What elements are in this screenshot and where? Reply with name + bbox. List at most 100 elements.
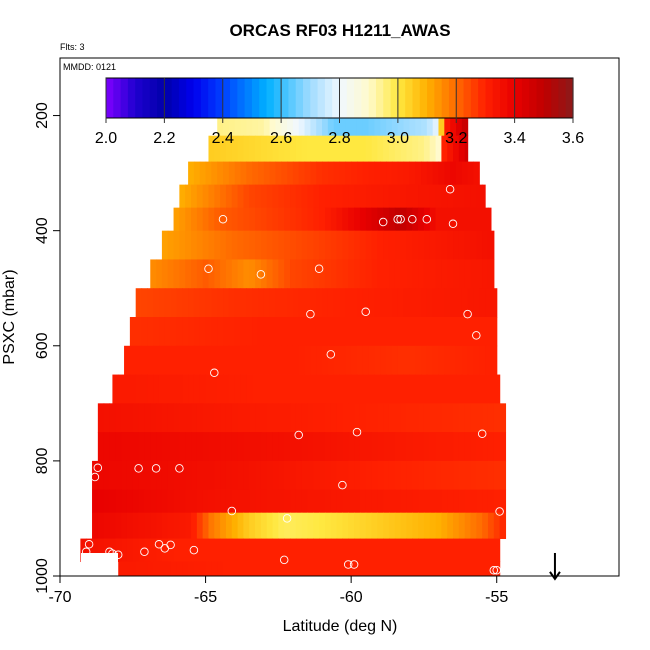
heatmap-cell [220, 184, 227, 209]
heatmap-cell [447, 207, 454, 232]
heatmap-cell [394, 207, 402, 232]
heatmap-cell [292, 317, 300, 347]
heatmap-cell [313, 460, 320, 491]
heatmap-cell [231, 403, 239, 433]
heatmap-cell [383, 512, 390, 539]
heatmap-cell [418, 135, 425, 162]
heatmap-cell [220, 460, 227, 491]
heatmap-cell [158, 561, 166, 577]
heatmap-cell [205, 345, 212, 375]
heatmap-cell [191, 259, 198, 289]
heatmap-cell [161, 432, 169, 462]
heatmap-cell [327, 115, 335, 137]
heatmap-cell [438, 561, 445, 577]
heatmap-cell [281, 288, 288, 318]
colorbar-swatch [120, 78, 129, 118]
heatmap-cell [412, 538, 419, 563]
heatmap-cell [255, 489, 262, 514]
sample-point [472, 331, 481, 340]
heatmap-cell [150, 538, 157, 563]
heatmap-cell [441, 135, 448, 162]
heatmap-cell [170, 317, 178, 347]
heatmap-cell [421, 288, 428, 318]
heatmap-cell [444, 115, 451, 137]
heatmap-cell [365, 184, 373, 209]
heatmap-cell [499, 489, 507, 514]
heatmap-cell [412, 512, 419, 539]
heatmap-cell [193, 374, 201, 404]
heatmap-cell [211, 374, 218, 404]
heatmap-cell [409, 115, 416, 137]
heatmap-cell [415, 115, 422, 137]
heatmap-cell [255, 184, 262, 209]
heatmap-cell [121, 460, 128, 491]
heatmap-cell [371, 512, 378, 539]
colorbar-tick-label: 3.6 [562, 130, 584, 147]
heatmap-cell [278, 403, 285, 433]
heatmap-cell [464, 403, 472, 433]
heatmap-cell [429, 538, 437, 563]
heatmap-cell [348, 230, 355, 260]
heatmap-cell [252, 345, 259, 375]
heatmap-cell [97, 403, 105, 433]
colorbar-swatch [288, 78, 297, 118]
heatmap-cell [266, 432, 274, 462]
colorbar-swatch [536, 78, 545, 118]
heatmap-cell [158, 374, 166, 404]
heatmap-cell [176, 345, 183, 375]
colorbar-swatch [514, 78, 523, 118]
heatmap-cell [339, 345, 346, 375]
heatmap-cell [109, 432, 116, 462]
heatmap-cell [333, 317, 341, 347]
heatmap-cell [124, 561, 131, 577]
heatmap-cell [153, 374, 160, 404]
heatmap-cell [342, 184, 349, 209]
heatmap-cell [167, 230, 175, 260]
colorbar-swatch [303, 78, 311, 118]
heatmap-cell [92, 538, 99, 563]
heatmap-cell [138, 403, 146, 433]
sample-point [90, 472, 100, 482]
heatmap-cell [394, 259, 402, 289]
heatmap-cell [237, 403, 245, 433]
heatmap-cell [138, 432, 146, 462]
heatmap-cell [243, 403, 250, 433]
heatmap-cell [228, 161, 236, 186]
heatmap-cell [246, 317, 253, 347]
heatmap-cell [231, 230, 239, 260]
heatmap-cell [388, 538, 396, 563]
heatmap-cell [330, 184, 338, 209]
heatmap-cell [377, 460, 384, 491]
heatmap-cell [415, 561, 422, 577]
heatmap-cell [310, 115, 317, 137]
heatmap-cell [225, 184, 233, 209]
heatmap-cell [307, 512, 314, 539]
heatmap-cell [287, 561, 294, 577]
heatmap-cell [228, 115, 236, 137]
heatmap-cell [365, 432, 373, 462]
heatmap-cell [485, 374, 492, 404]
sample-point [175, 464, 184, 473]
heatmap-cell [330, 135, 338, 162]
heatmap-cell [161, 538, 169, 563]
heatmap-cell [418, 489, 425, 514]
sample-point [326, 350, 336, 359]
heatmap-cell [383, 403, 390, 433]
heatmap-cell [327, 161, 335, 186]
heatmap-cell [493, 460, 501, 491]
heatmap-cell [467, 317, 475, 347]
heatmap-cell [368, 115, 376, 137]
sample-point [489, 565, 499, 575]
heatmap-cell [255, 403, 262, 433]
heatmap-cell [400, 538, 408, 563]
heatmap-cell [310, 561, 317, 577]
heatmap-cell [126, 403, 134, 433]
heatmap-cell [324, 538, 332, 563]
heatmap-cell [150, 259, 157, 289]
heatmap-cell [356, 161, 364, 186]
heatmap-cell [342, 403, 349, 433]
heatmap-cell [322, 561, 329, 577]
heatmap-cell [199, 317, 207, 347]
heatmap-cell [202, 184, 210, 209]
heatmap-cell [284, 432, 291, 462]
